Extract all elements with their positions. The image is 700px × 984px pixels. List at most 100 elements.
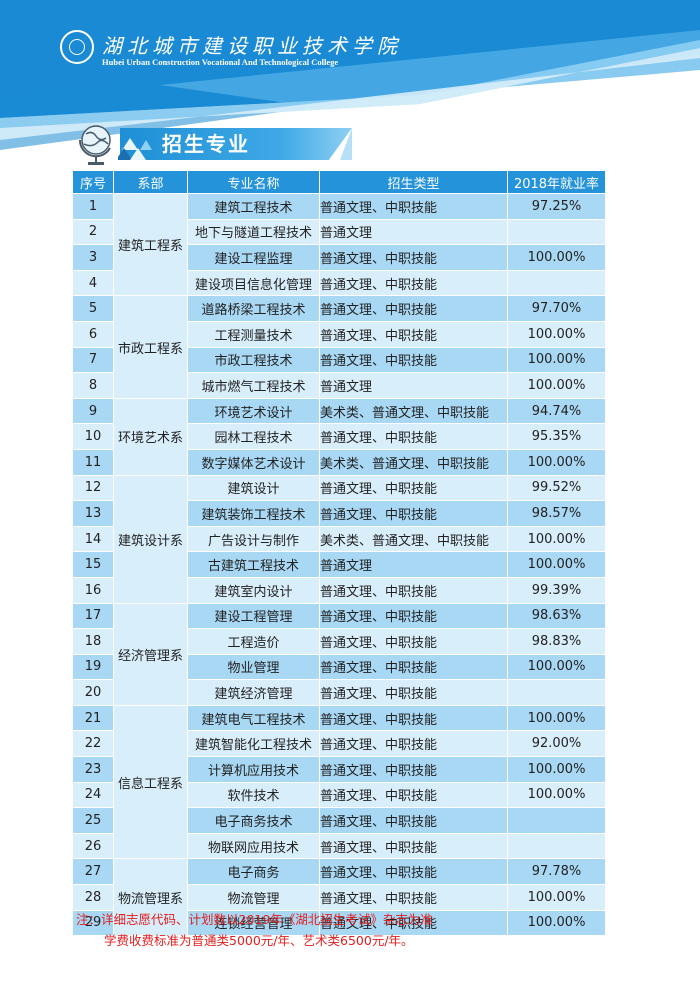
table-row: 28 物流管理 普通文理、中职技能 100.00%	[72, 884, 606, 911]
employment-rate: 97.78%	[507, 858, 606, 886]
department-cell: 经济管理系	[113, 602, 188, 706]
admission-type: 普通文理、中职技能	[319, 884, 508, 911]
major-name: 电子商务技术	[187, 807, 320, 834]
table-row: 20 建筑经济管理 普通文理、中职技能	[72, 679, 606, 706]
major-name: 工程测量技术	[187, 320, 320, 348]
table-row: 11 数字媒体艺术设计 美术类、普通文理、中职技能 100.00%	[72, 448, 606, 476]
row-index: 3	[72, 244, 114, 271]
header-employment-rate: 2018年就业率	[507, 170, 606, 194]
admission-type: 普通文理、中职技能	[319, 269, 508, 297]
major-name: 计算机应用技术	[187, 756, 320, 783]
admission-type: 普通文理、中职技能	[319, 653, 508, 681]
admission-type: 普通文理、中职技能	[319, 500, 508, 527]
admission-type: 普通文理、中职技能	[319, 474, 508, 502]
admission-type: 普通文理、中职技能	[319, 423, 508, 450]
employment-rate: 98.57%	[507, 500, 606, 527]
admission-type: 普通文理、中职技能	[319, 193, 508, 220]
major-name: 园林工程技术	[187, 423, 320, 450]
admission-type: 普通文理	[319, 372, 508, 399]
admission-type: 普通文理、中职技能	[319, 576, 508, 604]
row-index: 20	[72, 679, 114, 706]
employment-rate: 100.00%	[507, 884, 606, 911]
admission-type: 美术类、普通文理、中职技能	[319, 448, 508, 476]
table-row: 2 地下与隧道工程技术 普通文理	[72, 218, 606, 246]
table-row: 26 物联网应用技术 普通文理、中职技能	[72, 832, 606, 860]
employment-rate: 100.00%	[507, 653, 606, 681]
employment-rate: 100.00%	[507, 448, 606, 476]
table-row: 18 工程造价 普通文理、中职技能 98.83%	[72, 628, 606, 655]
row-index: 14	[72, 525, 114, 553]
department-cell: 信息工程系	[113, 704, 188, 860]
table-row: 27 物流管理系 电子商务 普通文理、中职技能 97.78%	[72, 858, 606, 937]
admission-type: 普通文理、中职技能	[319, 244, 508, 271]
row-index: 13	[72, 500, 114, 527]
row-index: 22	[72, 730, 114, 758]
major-name: 工程造价	[187, 628, 320, 655]
employment-rate: 100.00%	[507, 525, 606, 553]
employment-rate: 100.00%	[507, 781, 606, 809]
row-index: 4	[72, 269, 114, 297]
row-index: 15	[72, 551, 114, 578]
row-index: 28	[72, 884, 114, 911]
college-name-en: Hubei Urban Construction Vocational And …	[102, 57, 339, 67]
major-name: 地下与隧道工程技术	[187, 218, 320, 246]
employment-rate: 98.63%	[507, 602, 606, 630]
admission-type: 普通文理、中职技能	[319, 628, 508, 655]
employment-rate: 94.74%	[507, 397, 606, 425]
section-title: 招生专业	[162, 132, 250, 156]
header-index: 序号	[72, 170, 114, 194]
header-banner	[0, 0, 700, 150]
department-cell: 环境艺术系	[113, 397, 188, 476]
row-index: 24	[72, 781, 114, 809]
admission-type: 普通文理、中职技能	[319, 679, 508, 706]
employment-rate: 99.52%	[507, 474, 606, 502]
row-index: 1	[72, 193, 114, 220]
table-row: 21 信息工程系 建筑电气工程技术 普通文理、中职技能 100.00%	[72, 704, 606, 860]
employment-rate: 100.00%	[507, 704, 606, 732]
employment-rate	[507, 269, 606, 297]
employment-rate	[507, 807, 606, 834]
triangle-ornament-icon	[118, 138, 152, 160]
table-row: 25 电子商务技术 普通文理、中职技能	[72, 807, 606, 834]
department-cell: 市政工程系	[113, 295, 188, 399]
row-index: 23	[72, 756, 114, 783]
major-name: 数字媒体艺术设计	[187, 448, 320, 476]
admission-type: 普通文理、中职技能	[319, 756, 508, 783]
row-index: 9	[72, 397, 114, 425]
admission-type: 普通文理	[319, 218, 508, 246]
row-index: 7	[72, 346, 114, 374]
major-name: 物业管理	[187, 653, 320, 681]
admission-type: 美术类、普通文理、中职技能	[319, 525, 508, 553]
major-name: 建筑工程技术	[187, 193, 320, 220]
major-name: 建筑智能化工程技术	[187, 730, 320, 758]
table-row: 4 建设项目信息化管理 普通文理、中职技能	[72, 269, 606, 297]
row-index: 6	[72, 320, 114, 348]
major-name: 古建筑工程技术	[187, 551, 320, 578]
footnote-line-1: 注：详细志愿代码、计划数以2019年《湖北招生考试》杂志为准	[76, 912, 433, 927]
employment-rate	[507, 832, 606, 860]
major-name: 环境艺术设计	[187, 397, 320, 425]
table-row: 10 园林工程技术 普通文理、中职技能 95.35%	[72, 423, 606, 450]
table-row: 19 物业管理 普通文理、中职技能 100.00%	[72, 653, 606, 681]
row-index: 8	[72, 372, 114, 399]
major-name: 建设工程管理	[187, 602, 320, 630]
table-row: 8 城市燃气工程技术 普通文理 100.00%	[72, 372, 606, 399]
admission-type: 普通文理、中职技能	[319, 781, 508, 809]
table-row: 29 连锁经营管理 普通文理、中职技能 100.00%	[72, 909, 606, 937]
table-row: 5 市政工程系 道路桥梁工程技术 普通文理、中职技能 97.70%	[72, 295, 606, 399]
employment-rate: 98.83%	[507, 628, 606, 655]
admission-type: 普通文理、中职技能	[319, 730, 508, 758]
row-index: 17	[72, 602, 114, 630]
department-cell: 建筑工程系	[113, 192, 188, 297]
department-cell: 物流管理系	[113, 858, 188, 937]
table-body: 1 建筑工程系 建筑工程技术 普通文理、中职技能 97.25% 2 地下与隧道工程技术 普通文…	[72, 192, 606, 937]
major-name: 城市燃气工程技术	[187, 372, 320, 399]
employment-rate: 100.00%	[507, 372, 606, 399]
department-cell: 建筑设计系	[113, 474, 188, 604]
table-row: 6 工程测量技术 普通文理、中职技能 100.00%	[72, 320, 606, 348]
row-index: 5	[72, 295, 114, 322]
major-name: 软件技术	[187, 781, 320, 809]
major-name: 道路桥梁工程技术	[187, 295, 320, 322]
employment-rate: 100.00%	[507, 551, 606, 578]
table-row: 1 建筑工程系 建筑工程技术 普通文理、中职技能 97.25%	[72, 192, 606, 297]
